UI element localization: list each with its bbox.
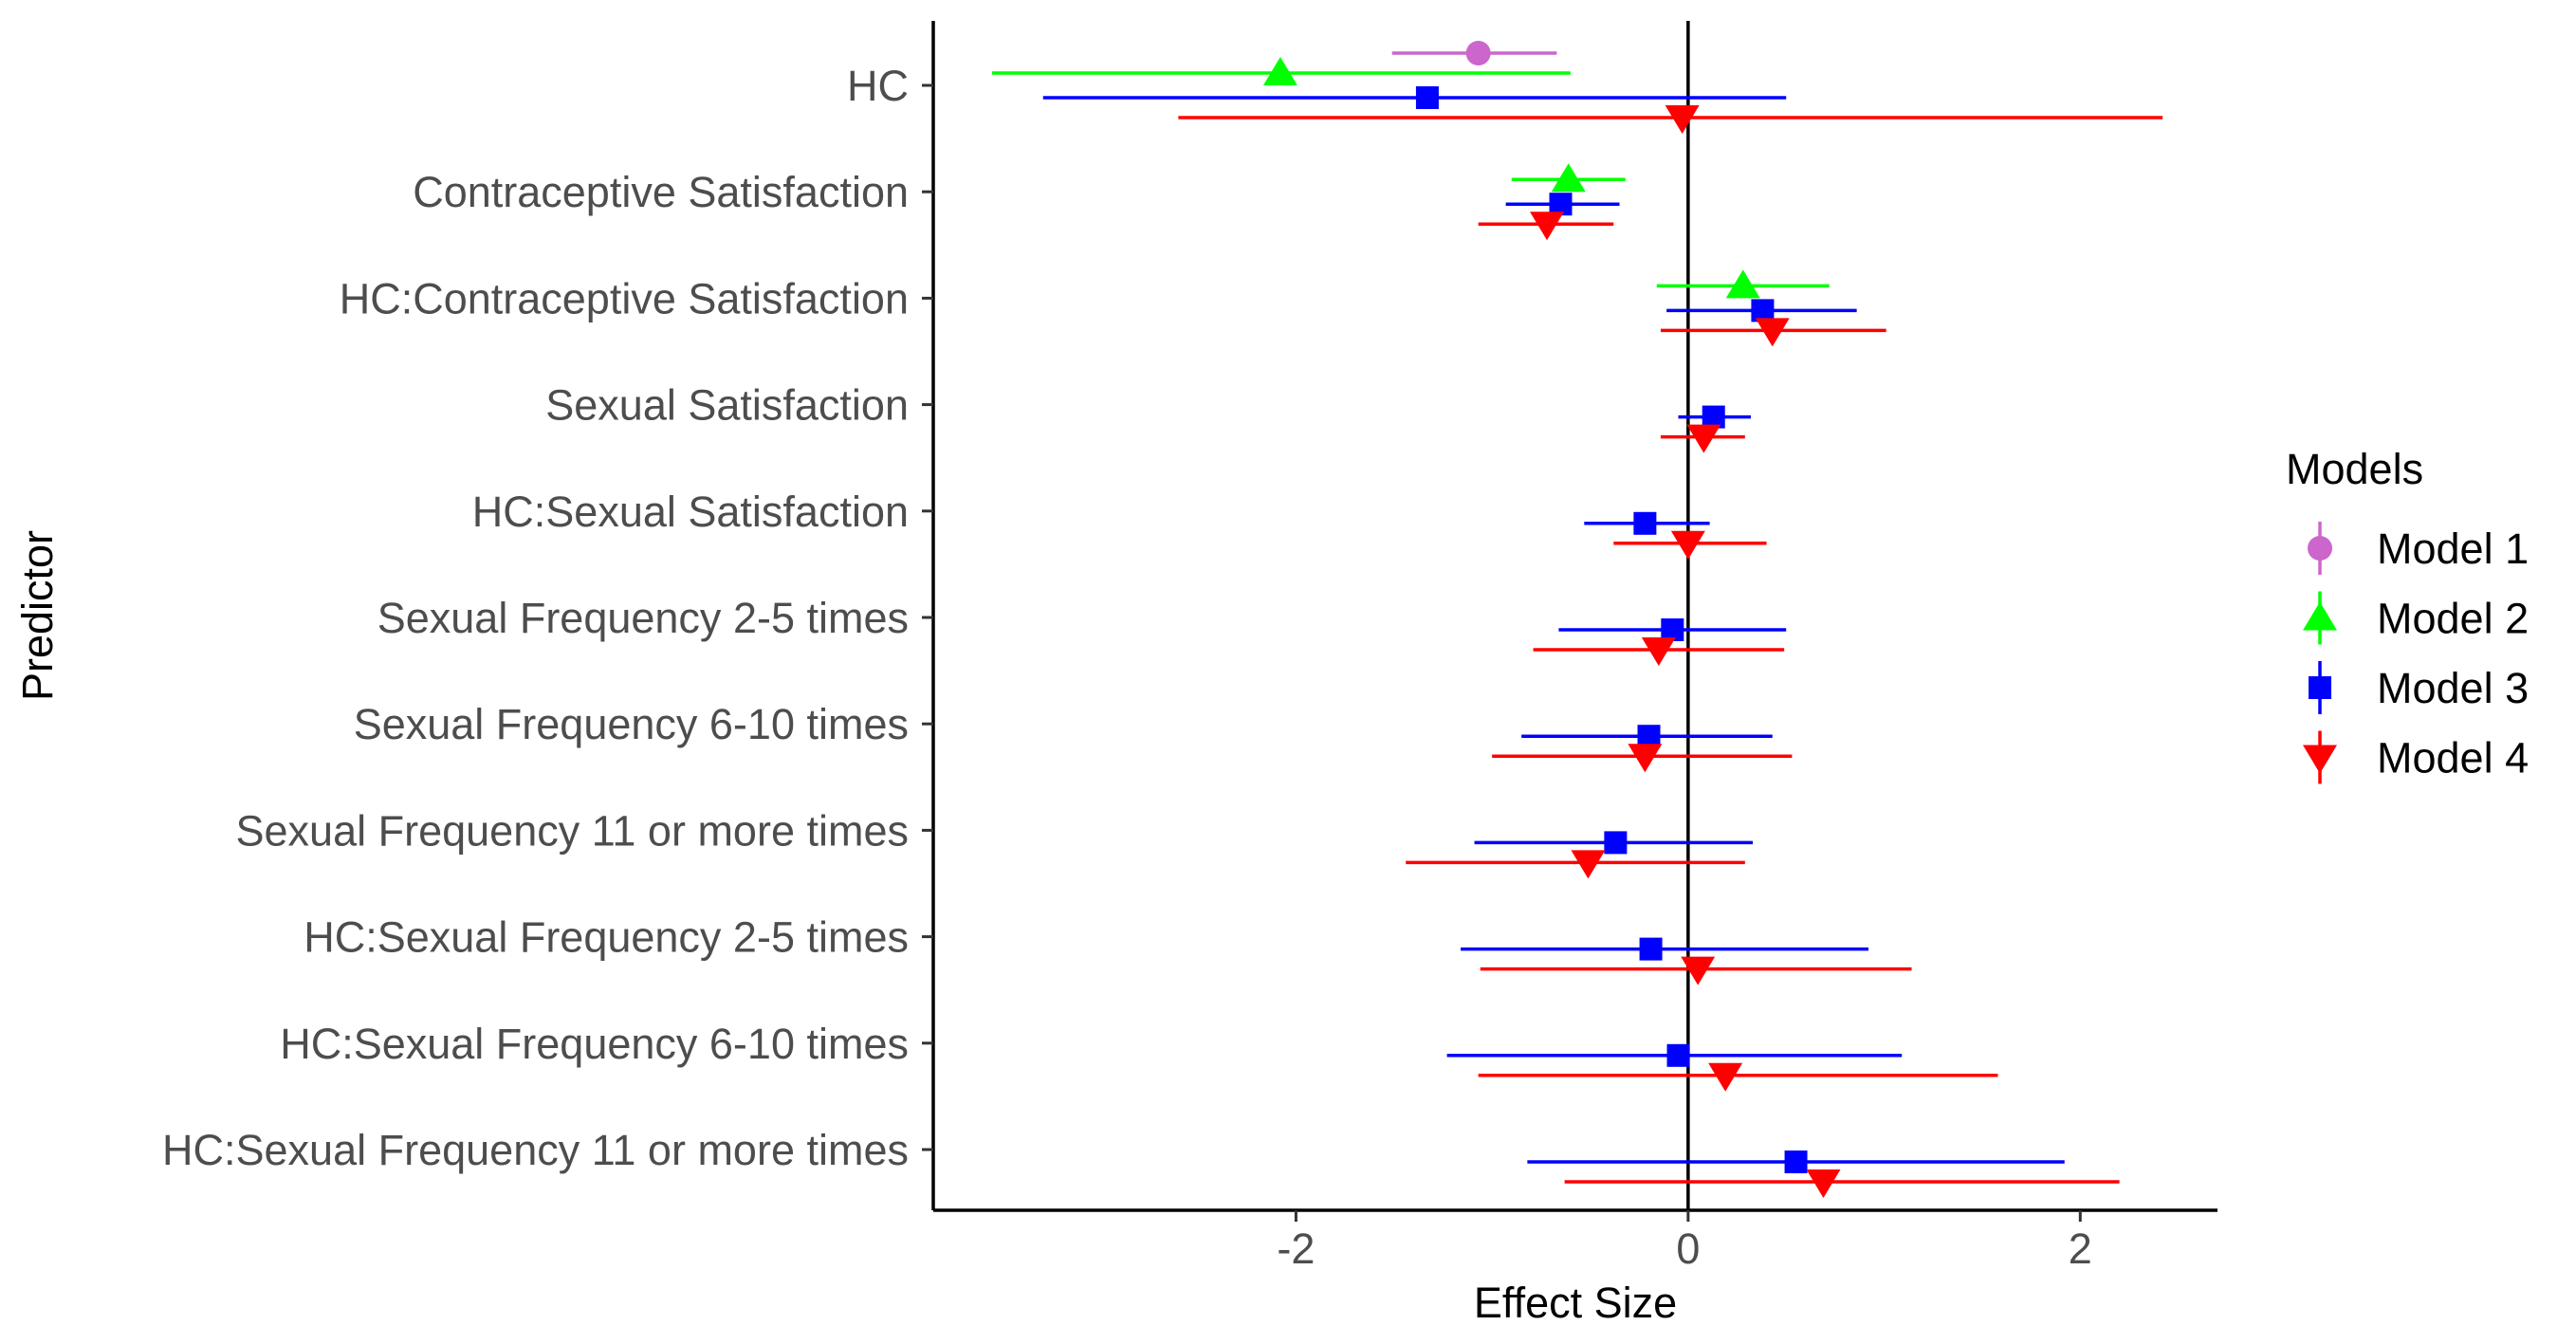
point-hc-contraceptive-satisfaction [1725,269,1760,299]
point-hc-sexual-frequency-6-10-times [1666,1043,1690,1067]
point-hc-sexual-satisfaction [1670,530,1705,560]
y-tick-label-sexual-frequency-6-10-times: Sexual Frequency 6-10 times [354,700,909,748]
legend-label: Model 1 [2377,525,2529,573]
point-hc-contraceptive-satisfaction [1755,318,1790,347]
x-tick-label: 2 [2069,1224,2092,1273]
point-sexual-frequency-11-or-more-times [1604,831,1628,855]
data-marks [992,41,2163,1198]
y-tick-label-hc-contraceptive-satisfaction: HC:Contraceptive Satisfaction [340,274,909,322]
legend: Models Model 1 Model 2 Model 3 Model 4 [2286,445,2529,784]
point-hc [1465,41,1491,65]
series-model-1 [1391,41,1557,65]
y-tick-label-contraceptive-satisfaction: Contraceptive Satisfaction [413,168,909,216]
y-axis-title: Predictor [13,530,62,701]
legend-key-marker [2303,745,2337,774]
point-hc-sexual-frequency-2-5-times [1639,937,1663,961]
legend-label: Model 2 [2377,595,2529,643]
legend-key-marker [2308,536,2332,561]
point-contraceptive-satisfaction [1551,163,1586,193]
legend-key-marker [2303,601,2337,631]
point-hc-sexual-frequency-11-or-more-times [1784,1151,1808,1173]
legend-label: Model 4 [2377,734,2529,782]
axes [931,21,2217,1212]
y-tick-label-hc-sexual-satisfaction: HC:Sexual Satisfaction [472,488,909,536]
point-hc [1262,57,1297,85]
legend-title: Models [2286,445,2423,493]
point-sexual-satisfaction [1686,424,1721,453]
tick-labels: HC Contraceptive Satisfaction HC:Contracep… [162,62,2092,1273]
y-tick-label-hc-sexual-frequency-2-5-times: HC:Sexual Frequency 2-5 times [304,913,909,962]
legend-label: Model 3 [2377,664,2529,712]
y-tick-label-sexual-satisfaction: Sexual Satisfaction [545,381,909,430]
point-hc-sexual-frequency-6-10-times [1708,1062,1743,1092]
legend-item-model-4: Model 4 [2303,730,2529,784]
point-sexual-frequency-2-5-times [1641,637,1676,666]
legend-item-model-1: Model 1 [2308,522,2529,575]
point-sexual-frequency-6-10-times [1628,744,1663,773]
x-tick-label: -2 [1277,1224,1315,1273]
series-model-4 [1178,105,2163,1198]
point-hc [1415,86,1439,109]
series-model-3 [1042,86,2065,1173]
legend-item-model-3: Model 3 [2309,661,2529,714]
x-axis-title: Effect Size [1474,1279,1677,1327]
y-tick-label-hc-sexual-frequency-11-or-more-times: HC:Sexual Frequency 11 or more times [162,1126,909,1174]
point-hc [1665,105,1700,134]
series-model-2 [992,57,1830,299]
legend-item-model-2: Model 2 [2303,591,2529,645]
point-hc-sexual-frequency-2-5-times [1681,956,1716,985]
y-tick-label-sexual-frequency-11-or-more-times: Sexual Frequency 11 or more times [236,806,909,855]
y-tick-label-sexual-frequency-2-5-times: Sexual Frequency 2-5 times [377,594,909,642]
legend-key-marker [2309,676,2331,699]
point-hc-sexual-frequency-11-or-more-times [1806,1169,1841,1198]
point-hc-sexual-satisfaction [1633,511,1657,535]
point-sexual-frequency-11-or-more-times [1571,850,1606,879]
x-tick-label: 0 [1676,1224,1700,1273]
point-contraceptive-satisfaction [1530,212,1565,241]
y-tick-label-hc-sexual-frequency-6-10-times: HC:Sexual Frequency 6-10 times [280,1020,909,1068]
y-tick-label-hc: HC [847,62,909,110]
